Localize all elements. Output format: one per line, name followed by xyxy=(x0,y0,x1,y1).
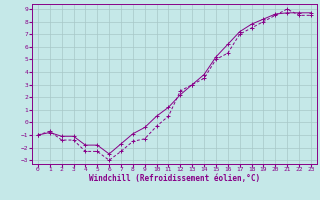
X-axis label: Windchill (Refroidissement éolien,°C): Windchill (Refroidissement éolien,°C) xyxy=(89,174,260,183)
